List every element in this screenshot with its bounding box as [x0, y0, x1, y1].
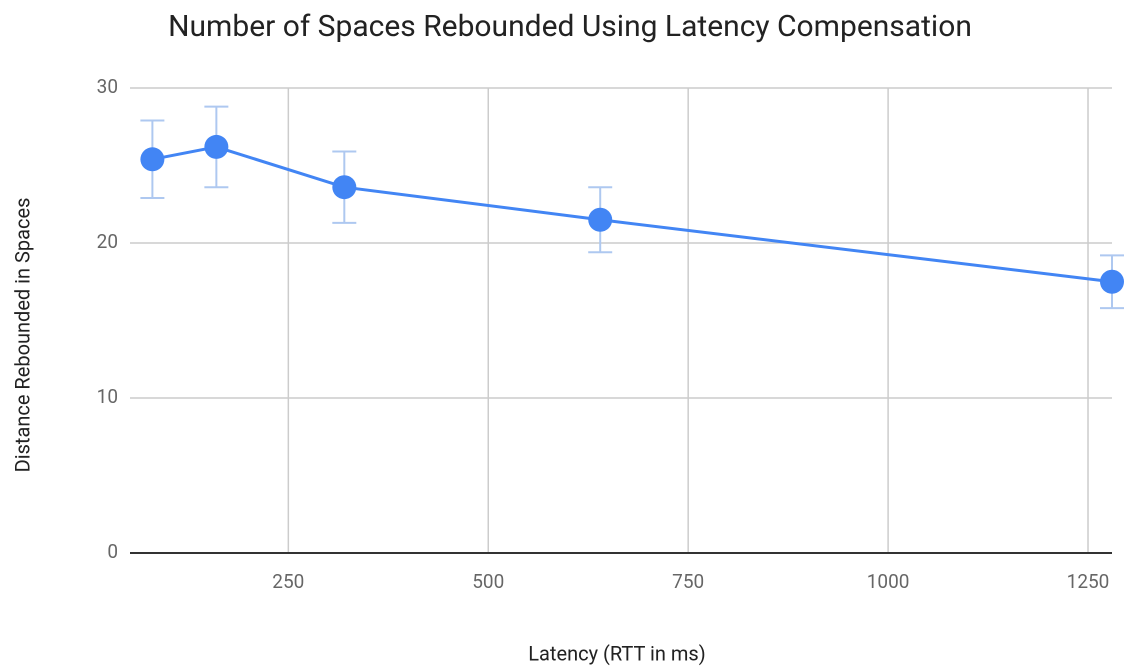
point — [1100, 269, 1124, 294]
y-axis-label: Distance Rebounded in Spaces — [10, 198, 34, 473]
x-tick-label: 250 — [272, 570, 304, 593]
chart-title: Number of Spaces Rebounded Using Latency… — [168, 9, 972, 44]
line — [152, 145, 1113, 284]
y-tick-label: 30 — [97, 75, 118, 98]
x-tick-label: 1250 — [1067, 570, 1110, 593]
x-tick-label: 500 — [472, 570, 504, 593]
point — [332, 175, 357, 200]
y-tick-label: 0 — [107, 540, 118, 563]
y-tick-label: 20 — [97, 230, 118, 253]
y-tick-label: 10 — [97, 385, 118, 408]
x-axis-label: Latency (RTT in ms) — [528, 641, 705, 665]
point — [204, 134, 229, 159]
x-tick-label: 1000 — [867, 570, 910, 593]
x-tick-label: 750 — [672, 570, 704, 593]
point — [140, 147, 165, 172]
point — [588, 207, 613, 232]
